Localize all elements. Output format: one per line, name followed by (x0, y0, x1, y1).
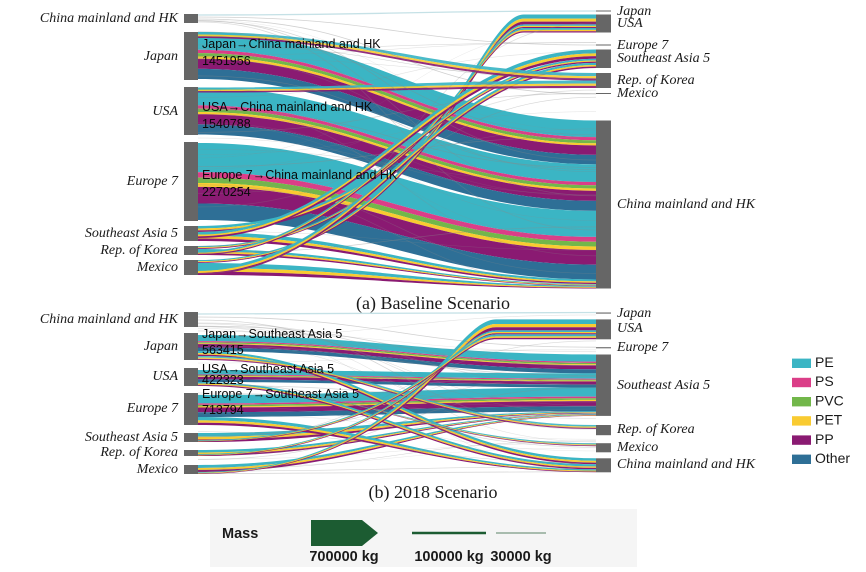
svg-text:Japan→China mainland and HK: Japan→China mainland and HK (202, 37, 381, 51)
svg-text:PP: PP (815, 431, 834, 447)
svg-text:Mexico: Mexico (136, 462, 178, 477)
svg-text:USA: USA (617, 16, 643, 31)
svg-text:Europe 7: Europe 7 (616, 340, 669, 355)
svg-text:USA→China mainland and HK: USA→China mainland and HK (202, 100, 373, 114)
svg-text:Europe 7→China mainland and HK: Europe 7→China mainland and HK (202, 168, 398, 182)
svg-text:Rep. of Korea: Rep. of Korea (99, 243, 178, 258)
svg-text:Japan: Japan (144, 339, 178, 354)
svg-text:PET: PET (815, 412, 843, 428)
svg-text:713794: 713794 (202, 403, 244, 417)
svg-text:Southeast Asia 5: Southeast Asia 5 (85, 226, 178, 241)
svg-text:Southeast Asia 5: Southeast Asia 5 (617, 378, 710, 393)
svg-text:Europe 7: Europe 7 (126, 174, 179, 189)
svg-text:China mainland and HK: China mainland and HK (40, 312, 179, 327)
svg-text:(a) Baseline Scenario: (a) Baseline Scenario (356, 293, 510, 314)
svg-text:China mainland and HK: China mainland and HK (617, 197, 756, 212)
svg-text:Rep. of Korea: Rep. of Korea (616, 422, 695, 437)
svg-text:PE: PE (815, 354, 834, 370)
svg-text:1540788: 1540788 (202, 117, 251, 131)
svg-text:China mainland and HK: China mainland and HK (40, 11, 179, 26)
svg-text:Mexico: Mexico (616, 86, 658, 101)
svg-text:China mainland and HK: China mainland and HK (617, 457, 756, 472)
svg-text:Rep. of Korea: Rep. of Korea (99, 445, 178, 460)
svg-text:PS: PS (815, 373, 834, 389)
svg-text:Southeast Asia 5: Southeast Asia 5 (85, 430, 178, 445)
svg-text:Japan: Japan (617, 306, 651, 321)
svg-text:2270254: 2270254 (202, 185, 251, 199)
svg-text:30000 kg: 30000 kg (490, 549, 551, 565)
svg-text:USA: USA (152, 104, 178, 119)
svg-text:Europe 7: Europe 7 (126, 401, 179, 416)
svg-text:1451956: 1451956 (202, 54, 251, 68)
svg-text:Southeast Asia 5: Southeast Asia 5 (617, 51, 710, 66)
svg-text:563415: 563415 (202, 343, 244, 357)
svg-text:Europe 7→Southeast Asia 5: Europe 7→Southeast Asia 5 (202, 387, 359, 401)
svg-text:(b) 2018 Scenario: (b) 2018 Scenario (369, 482, 498, 503)
svg-text:700000 kg: 700000 kg (309, 549, 378, 565)
svg-text:USA: USA (152, 369, 178, 384)
svg-text:Mass: Mass (222, 526, 258, 542)
svg-text:Japan→Southeast Asia 5: Japan→Southeast Asia 5 (202, 327, 342, 341)
svg-text:Other: Other (815, 450, 850, 466)
svg-text:Japan: Japan (144, 49, 178, 64)
svg-text:422323: 422323 (202, 373, 244, 387)
svg-text:USA: USA (617, 321, 643, 336)
svg-text:Mexico: Mexico (616, 440, 658, 455)
svg-text:PVC: PVC (815, 392, 844, 408)
svg-text:100000 kg: 100000 kg (414, 549, 483, 565)
svg-text:Mexico: Mexico (136, 260, 178, 275)
